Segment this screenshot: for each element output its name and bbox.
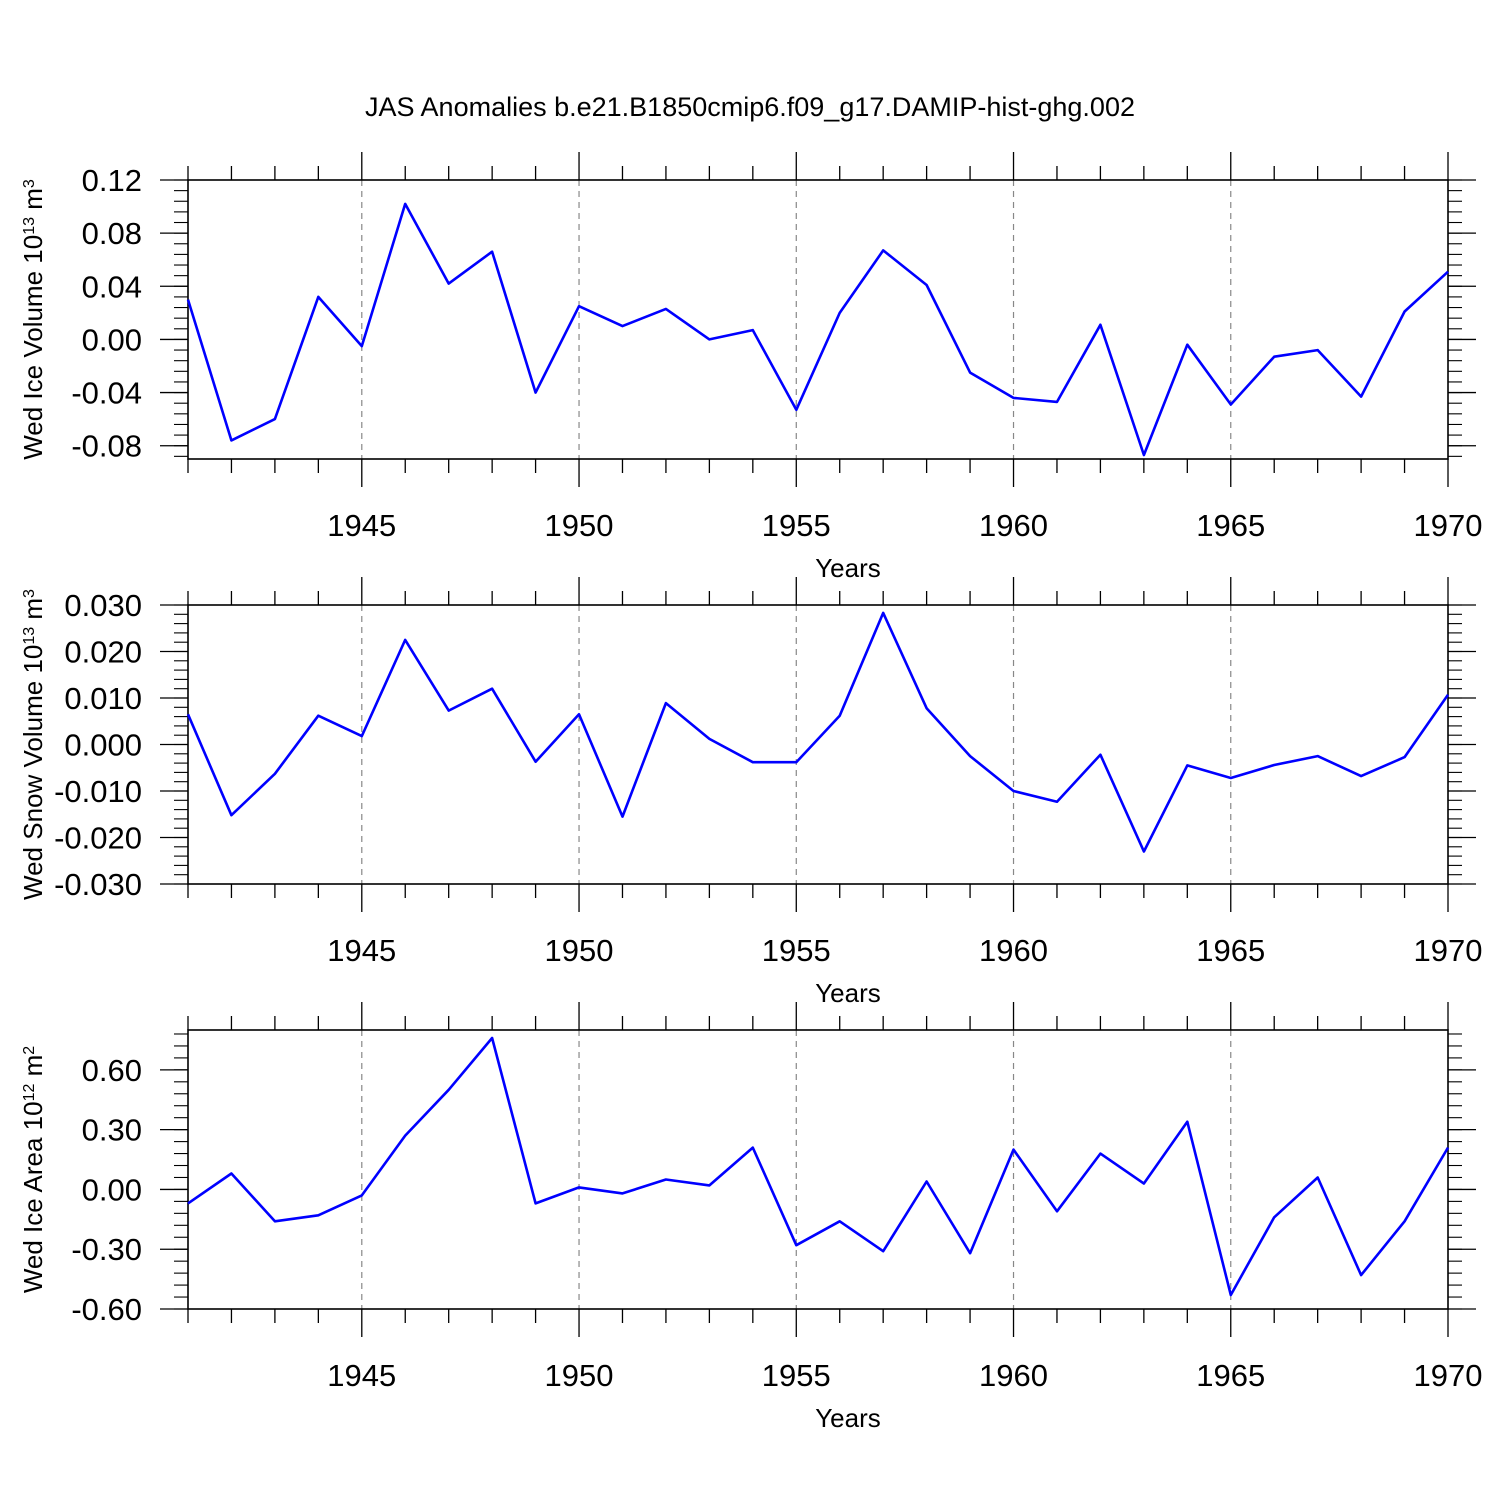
y-axis-label-superscript: 2: [21, 1046, 38, 1055]
x-tick-label: 1970: [1414, 1358, 1483, 1393]
y-tick-label: -0.04: [71, 376, 142, 411]
y-tick-label: 0.30: [82, 1113, 142, 1148]
x-tick-label: 1965: [1196, 1358, 1265, 1393]
x-tick-label: 1965: [1196, 933, 1265, 968]
y-axis-label-superscript: 13: [21, 627, 38, 645]
y-tick-label: -0.08: [71, 429, 142, 464]
y-tick-label: -0.020: [54, 821, 142, 856]
y-axis-label-part: Wed Ice Area 10: [18, 1101, 48, 1293]
y-axis-label-superscript: 3: [21, 179, 38, 188]
x-tick-label: 1960: [979, 508, 1048, 543]
y-tick-label: 0.030: [64, 588, 142, 623]
x-tick-label: 1970: [1414, 508, 1483, 543]
x-axis-label: Years: [815, 1403, 881, 1433]
x-tick-label: 1945: [327, 933, 396, 968]
y-tick-label: 0.000: [64, 728, 142, 763]
y-axis-label: Wed Ice Area 1012 m2: [18, 1046, 48, 1293]
y-axis-label: Wed Snow Volume 1013 m3: [18, 589, 48, 900]
y-axis-label-part: Wed Ice Volume 10: [18, 235, 48, 460]
y-axis-label-superscript: 3: [21, 589, 38, 598]
x-tick-label: 1950: [545, 508, 614, 543]
y-tick-label: 0.04: [82, 269, 142, 304]
x-tick-label: 1955: [762, 508, 831, 543]
x-tick-label: 1965: [1196, 508, 1265, 543]
x-tick-label: 1945: [327, 508, 396, 543]
x-tick-label: 1950: [545, 1358, 614, 1393]
y-tick-label: 0.00: [82, 322, 142, 357]
series-line: [187, 1036, 1450, 1297]
x-tick-label: 1960: [979, 1358, 1048, 1393]
y-axis-label-part: Wed Snow Volume 10: [18, 645, 48, 900]
y-tick-label: 0.60: [82, 1053, 142, 1088]
y-tick-label: 0.08: [82, 216, 142, 251]
plot-frame: [187, 179, 1449, 460]
panel-2: 0.030 0.020 0.010 0.000 -0.010 -0.020 -0.030 19…: [18, 577, 1482, 1008]
y-tick-label: 0.00: [82, 1172, 142, 1207]
plot-frame: [187, 1029, 1449, 1310]
panel-3: 0.60 0.30 0.00 -0.30 -0.60 1945 1950 1955 1960 19…: [18, 1002, 1482, 1433]
y-tick-label: 0.010: [64, 681, 142, 716]
series-line: [186, 202, 1449, 457]
x-tick-label: 1955: [762, 933, 831, 968]
x-axis-label: Years: [815, 553, 881, 583]
x-tick-label: 1945: [327, 1358, 396, 1393]
chart-title: JAS Anomalies b.e21.B1850cmip6.f09_g17.D…: [365, 92, 1135, 122]
plot-frame: [187, 604, 1449, 885]
x-tick-label: 1955: [762, 1358, 831, 1393]
y-tick-label: 0.020: [64, 635, 142, 670]
x-axis-label: Years: [815, 978, 881, 1008]
panel-1: 0.12 0.08 0.04 0.00 -0.04 -0.08 1945 1950 1955 19…: [18, 152, 1482, 583]
y-tick-label: -0.30: [71, 1232, 142, 1267]
x-tick-label: 1950: [545, 933, 614, 968]
series-line: [186, 611, 1450, 853]
y-tick-label: -0.030: [54, 867, 142, 902]
y-axis-label-superscript: 13: [21, 217, 38, 235]
y-axis-label-part: m: [18, 1055, 48, 1084]
y-tick-label: -0.60: [71, 1292, 142, 1327]
x-tick-label: 1960: [979, 933, 1048, 968]
x-tick-label: 1970: [1414, 933, 1483, 968]
y-axis-label-part: m: [18, 598, 48, 627]
y-axis-label: Wed Ice Volume 1013 m3: [18, 179, 48, 460]
y-tick-label: 0.12: [82, 163, 142, 198]
y-axis-label-part: m: [18, 188, 48, 217]
y-tick-label: -0.010: [54, 774, 142, 809]
y-axis-label-superscript: 12: [21, 1084, 38, 1102]
